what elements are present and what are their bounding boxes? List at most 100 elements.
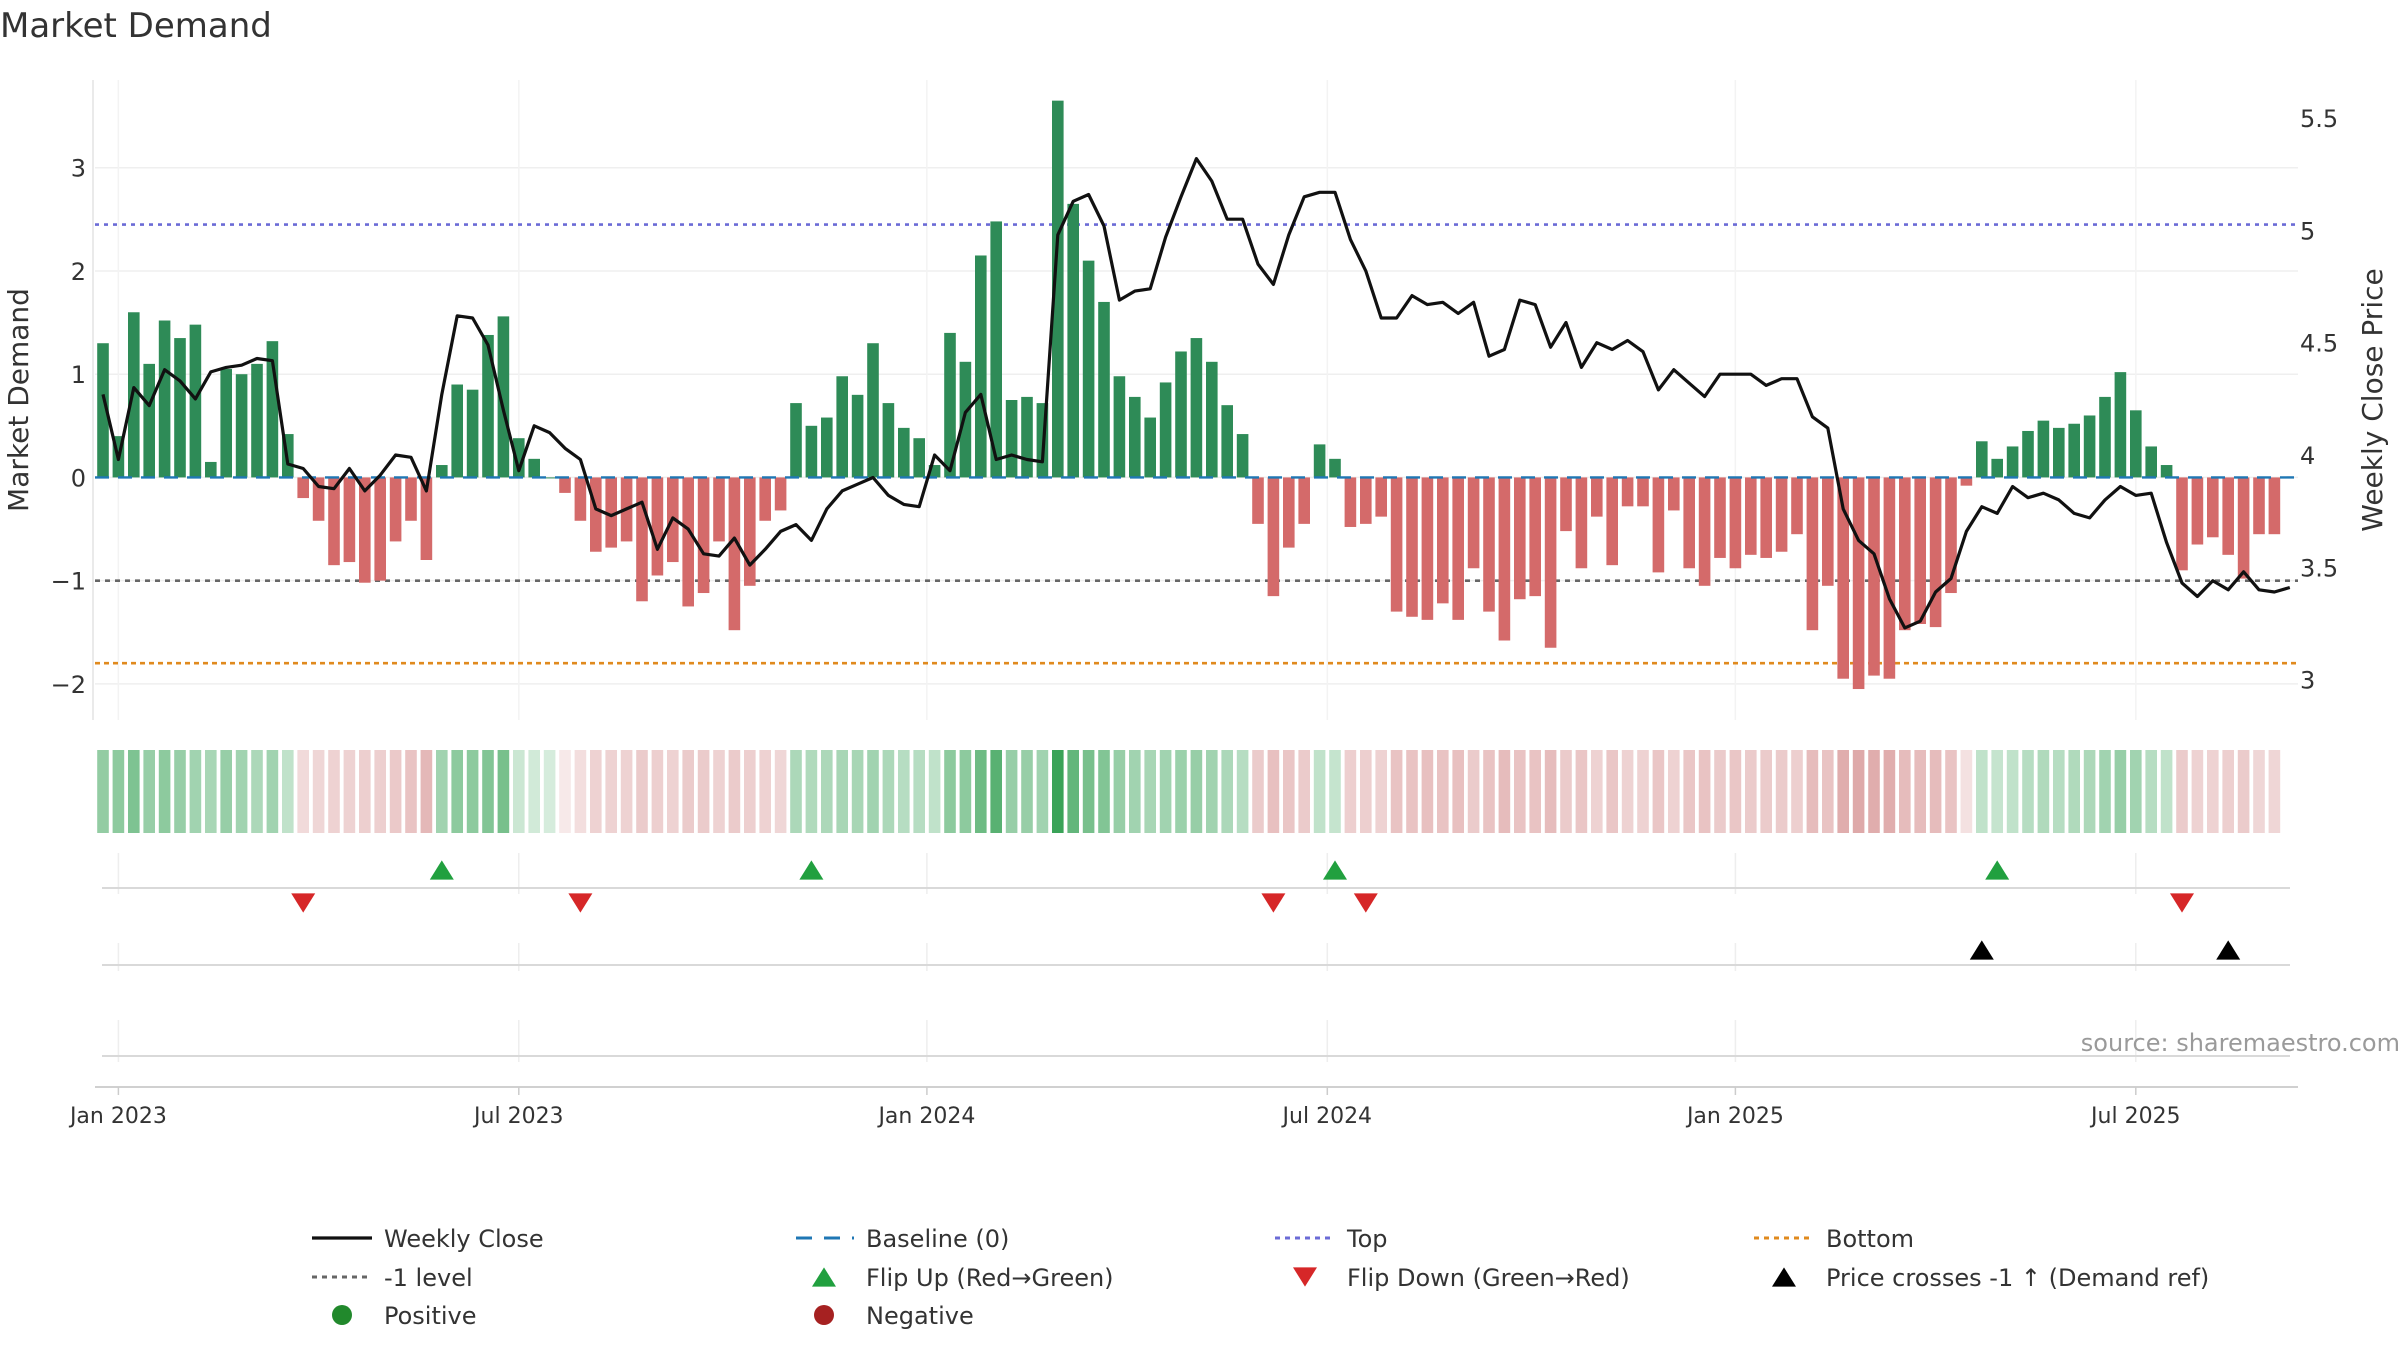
- right-tick-label: 5.5: [2300, 105, 2338, 133]
- demand-bar-negative: [1437, 477, 1449, 604]
- demand-bar-negative: [1544, 477, 1557, 648]
- demand-bar-positive: [928, 465, 941, 478]
- strip-cell: [867, 750, 879, 833]
- demand-bar-positive: [2053, 427, 2065, 478]
- flip-up-marker: [799, 860, 824, 880]
- strip-cell: [1652, 750, 1665, 833]
- demand-bar-negative: [1421, 477, 1434, 620]
- strip-cell: [2006, 750, 2019, 833]
- strip-cell: [605, 750, 617, 833]
- demand-bar-negative: [1945, 477, 1957, 594]
- demand-bar-positive: [2037, 420, 2050, 478]
- demand-bar-negative: [1283, 477, 1295, 548]
- legend-swatch-triangle-down: [1293, 1267, 1317, 1287]
- demand-bar-negative: [1683, 477, 1695, 569]
- demand-bar-positive: [882, 403, 895, 478]
- strip-cell: [1206, 750, 1218, 833]
- strip-cell: [1837, 750, 1849, 833]
- legend-item: Negative: [814, 1302, 974, 1330]
- demand-bar-negative: [1621, 477, 1634, 507]
- strip-cell: [836, 750, 848, 833]
- strip-cell: [1498, 750, 1511, 833]
- strip-cell: [1914, 750, 1926, 833]
- flip-down-marker: [2170, 893, 2194, 913]
- legend-item: Price crosses -1 ↑ (Demand ref): [1772, 1264, 2209, 1292]
- right-axis-label: Weekly Close Price: [2356, 268, 2389, 531]
- strip-cell: [1236, 750, 1249, 833]
- strip-cell: [466, 750, 479, 833]
- demand-bar-negative: [1467, 477, 1480, 569]
- strip-cell: [1791, 750, 1803, 833]
- chart-title: Market Demand: [0, 6, 272, 46]
- demand-bar-negative: [1652, 477, 1665, 573]
- demand-bar-positive: [1005, 400, 1018, 478]
- strip-cell: [1437, 750, 1449, 833]
- demand-bar-positive: [790, 403, 802, 478]
- strip-cell: [482, 750, 494, 833]
- strip-cell: [174, 750, 186, 833]
- demand-bar-positive: [528, 458, 540, 478]
- strip-cell: [1945, 750, 1957, 833]
- demand-bar-positive: [143, 363, 155, 478]
- strip-cell: [1729, 750, 1742, 833]
- strip-cell: [1621, 750, 1634, 833]
- demand-bar-positive: [1082, 260, 1095, 478]
- strip-cell: [805, 750, 818, 833]
- demand-bar-negative: [590, 477, 602, 552]
- strip-cell: [2083, 750, 2096, 833]
- legend-item: Positive: [332, 1302, 477, 1330]
- demand-bar-positive: [2006, 446, 2019, 478]
- demand-bar-negative: [405, 477, 417, 521]
- demand-bar-negative: [1360, 477, 1372, 524]
- demand-bar-positive: [513, 438, 525, 478]
- strip-cell: [913, 750, 925, 833]
- strip-cell: [713, 750, 725, 833]
- legend-label: Weekly Close: [384, 1225, 544, 1253]
- demand-bar-negative: [1452, 477, 1464, 620]
- legend-label: Negative: [866, 1302, 974, 1330]
- strip-cell: [220, 750, 232, 833]
- strip-cell: [1175, 750, 1187, 833]
- demand-bar-negative: [1868, 477, 1880, 676]
- strip-cell: [1529, 750, 1541, 833]
- demand-bar-negative: [682, 477, 694, 607]
- legend-label: Top: [1346, 1225, 1388, 1253]
- strip-cell: [312, 750, 325, 833]
- legend-label: Price crosses -1 ↑ (Demand ref): [1826, 1264, 2209, 1292]
- demand-bar-positive: [158, 320, 171, 478]
- strip-cell: [821, 750, 833, 833]
- strip-cell: [2022, 750, 2034, 833]
- strip-cell: [1313, 750, 1326, 833]
- strip-cell: [1852, 750, 1865, 833]
- strip-cell: [1021, 750, 1033, 833]
- demand-bar-negative: [759, 477, 771, 521]
- demand-bar-positive: [266, 341, 279, 478]
- strip-cell: [2145, 750, 2157, 833]
- strip-cell: [189, 750, 202, 833]
- demand-bar-negative: [1899, 477, 1911, 631]
- signal-panels: [95, 853, 2298, 1088]
- demand-bar-positive: [2145, 446, 2157, 478]
- demand-bar-negative: [1514, 477, 1526, 600]
- demand-bar-negative: [374, 477, 386, 581]
- demand-bar-negative: [1775, 477, 1788, 552]
- strip-cell: [2176, 750, 2188, 833]
- demand-bar-negative: [1560, 477, 1572, 532]
- strip-cell: [359, 750, 371, 833]
- demand-bar-negative: [2268, 477, 2281, 535]
- left-tick-label: 0: [71, 464, 86, 492]
- demand-bar-positive: [2068, 423, 2080, 478]
- demand-bar-positive: [821, 417, 833, 478]
- demand-bar-negative: [774, 477, 787, 511]
- strip-cell: [1775, 750, 1788, 833]
- demand-bar-negative: [1791, 477, 1803, 535]
- strip-cell: [451, 750, 463, 833]
- legend-label: Bottom: [1826, 1225, 1914, 1253]
- strip-cell: [574, 750, 587, 833]
- strip-cell: [790, 750, 802, 833]
- demand-bar-negative: [2207, 477, 2219, 538]
- strip-cell: [1668, 750, 1680, 833]
- strip-cell: [1159, 750, 1172, 833]
- demand-bar-positive: [466, 389, 479, 478]
